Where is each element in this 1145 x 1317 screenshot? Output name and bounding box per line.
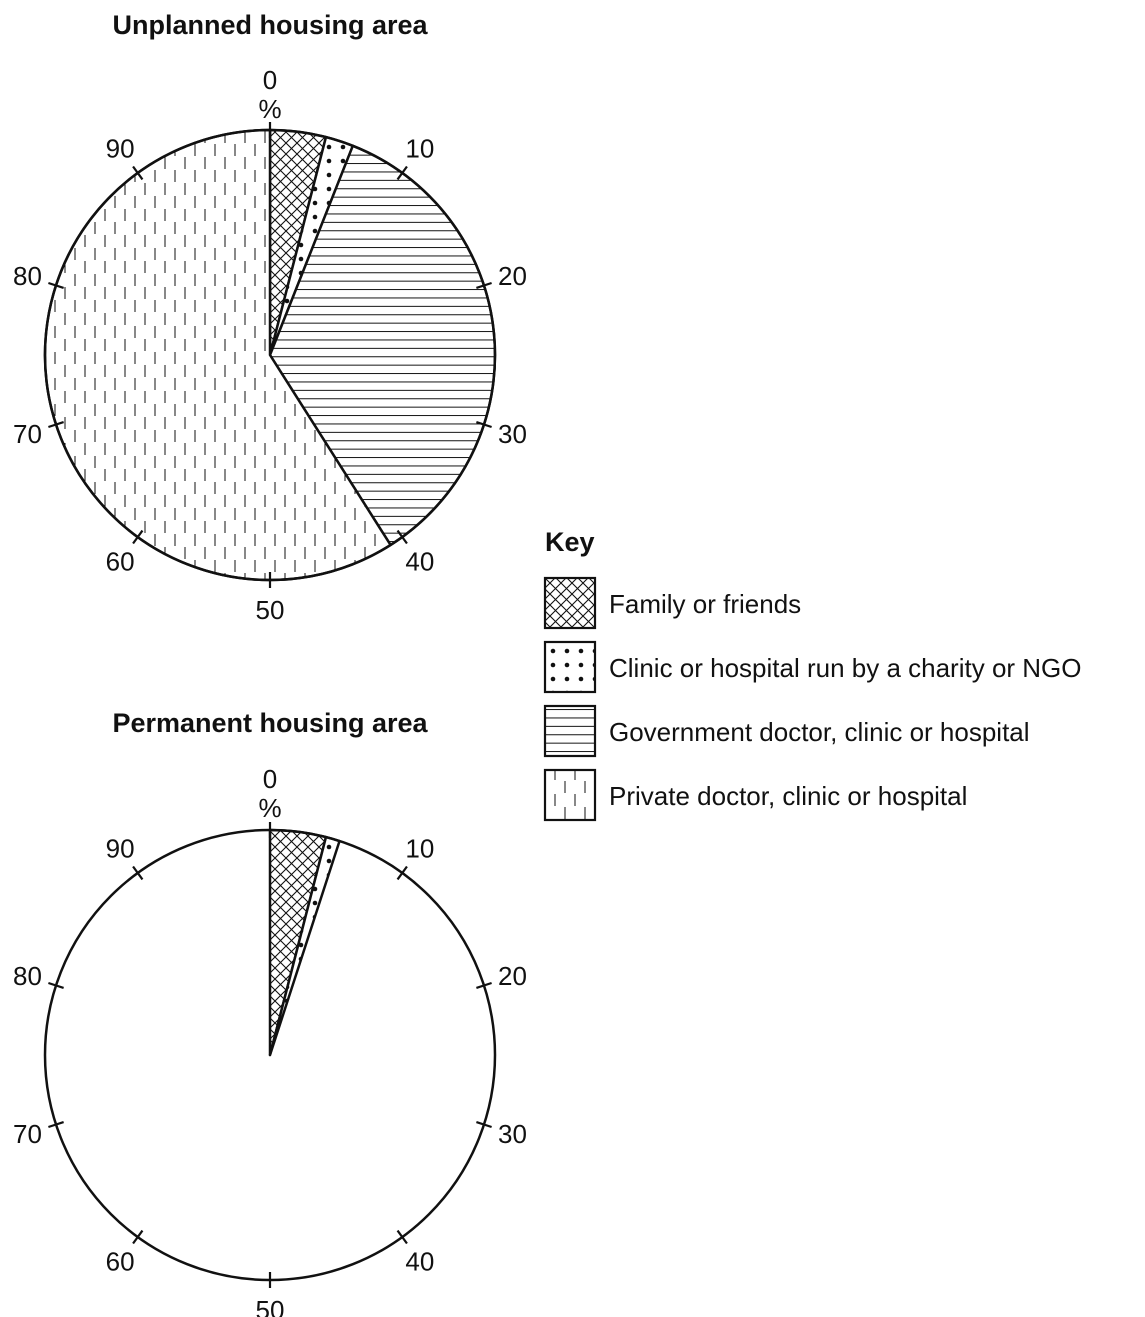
scale-label: 80 bbox=[13, 261, 42, 291]
scale-tick bbox=[132, 165, 144, 181]
horizontal-lines-swatch bbox=[545, 706, 595, 756]
scale-labels: 10 20 30 40 50 60 70 80 90 bbox=[13, 834, 527, 1317]
scale-label: 10 bbox=[405, 834, 434, 864]
scale-label: 70 bbox=[13, 1119, 42, 1149]
scale-label: 40 bbox=[405, 546, 434, 576]
scale-label: 90 bbox=[106, 834, 135, 864]
scale-tick bbox=[476, 981, 492, 989]
start-label: 0 bbox=[263, 764, 277, 794]
legend-label: Government doctor, clinic or hospital bbox=[609, 717, 1030, 747]
scale-label: 30 bbox=[498, 419, 527, 449]
scale-tick bbox=[48, 1121, 64, 1129]
scale-label: 50 bbox=[256, 595, 285, 625]
legend-item-private: Private doctor, clinic or hospital bbox=[543, 768, 967, 822]
legend-label: Family or friends bbox=[609, 589, 801, 619]
scale-label: 20 bbox=[498, 961, 527, 991]
pie-slices bbox=[43, 128, 497, 582]
scale-ticks bbox=[48, 822, 492, 1288]
scale-label: 80 bbox=[13, 961, 42, 991]
pie-chart-unplanned: Unplanned housing area 0 % 10 20 30 40 50 60 7… bbox=[13, 10, 527, 625]
pie-chart-permanent: Permanent housing area 0 % 10 20 30 40 50 60 7… bbox=[13, 708, 527, 1317]
scale-label: 10 bbox=[405, 134, 434, 164]
scale-label: 40 bbox=[405, 1246, 434, 1276]
legend-label: Clinic or hospital run by a charity or N… bbox=[609, 653, 1082, 683]
dots-swatch bbox=[545, 642, 595, 692]
start-label: 0 bbox=[263, 65, 277, 95]
scale-tick bbox=[396, 865, 408, 881]
scale-tick bbox=[48, 281, 64, 289]
unit-label: % bbox=[258, 793, 281, 823]
unit-label: % bbox=[258, 94, 281, 124]
scale-tick bbox=[396, 1229, 408, 1245]
chart-title: Permanent housing area bbox=[112, 708, 428, 738]
scale-label: 90 bbox=[106, 134, 135, 164]
chart-title: Unplanned housing area bbox=[112, 10, 428, 40]
scale-label: 60 bbox=[106, 546, 135, 576]
scale-tick bbox=[132, 1229, 144, 1245]
scale-label: 70 bbox=[13, 419, 42, 449]
scale-label: 20 bbox=[498, 261, 527, 291]
scale-label: 60 bbox=[106, 1246, 135, 1276]
legend-item-family: Family or friends bbox=[543, 576, 801, 630]
scale-tick bbox=[48, 421, 64, 429]
scale-tick bbox=[476, 421, 492, 429]
scale-ticks bbox=[48, 122, 492, 588]
legend-item-government: Government doctor, clinic or hospital bbox=[543, 704, 1030, 758]
pie-slices bbox=[43, 828, 497, 1282]
scale-tick bbox=[132, 529, 144, 545]
scale-tick bbox=[476, 281, 492, 289]
scale-label: 30 bbox=[498, 1119, 527, 1149]
legend-label: Private doctor, clinic or hospital bbox=[609, 781, 967, 811]
scale-tick bbox=[396, 529, 408, 545]
scale-label: 50 bbox=[256, 1295, 285, 1317]
legend: Key Family or friends Clinic or hospital… bbox=[543, 527, 1082, 822]
crosshatch-swatch bbox=[545, 578, 595, 628]
vertical-dashes-swatch bbox=[545, 770, 595, 820]
scale-labels: 10 20 30 40 50 60 70 80 90 bbox=[13, 134, 527, 625]
scale-tick bbox=[132, 865, 144, 881]
scale-tick bbox=[48, 981, 64, 989]
legend-item-charity: Clinic or hospital run by a charity or N… bbox=[543, 640, 1082, 694]
scale-tick bbox=[476, 1121, 492, 1129]
scale-tick bbox=[396, 165, 408, 181]
legend-title: Key bbox=[545, 527, 595, 557]
